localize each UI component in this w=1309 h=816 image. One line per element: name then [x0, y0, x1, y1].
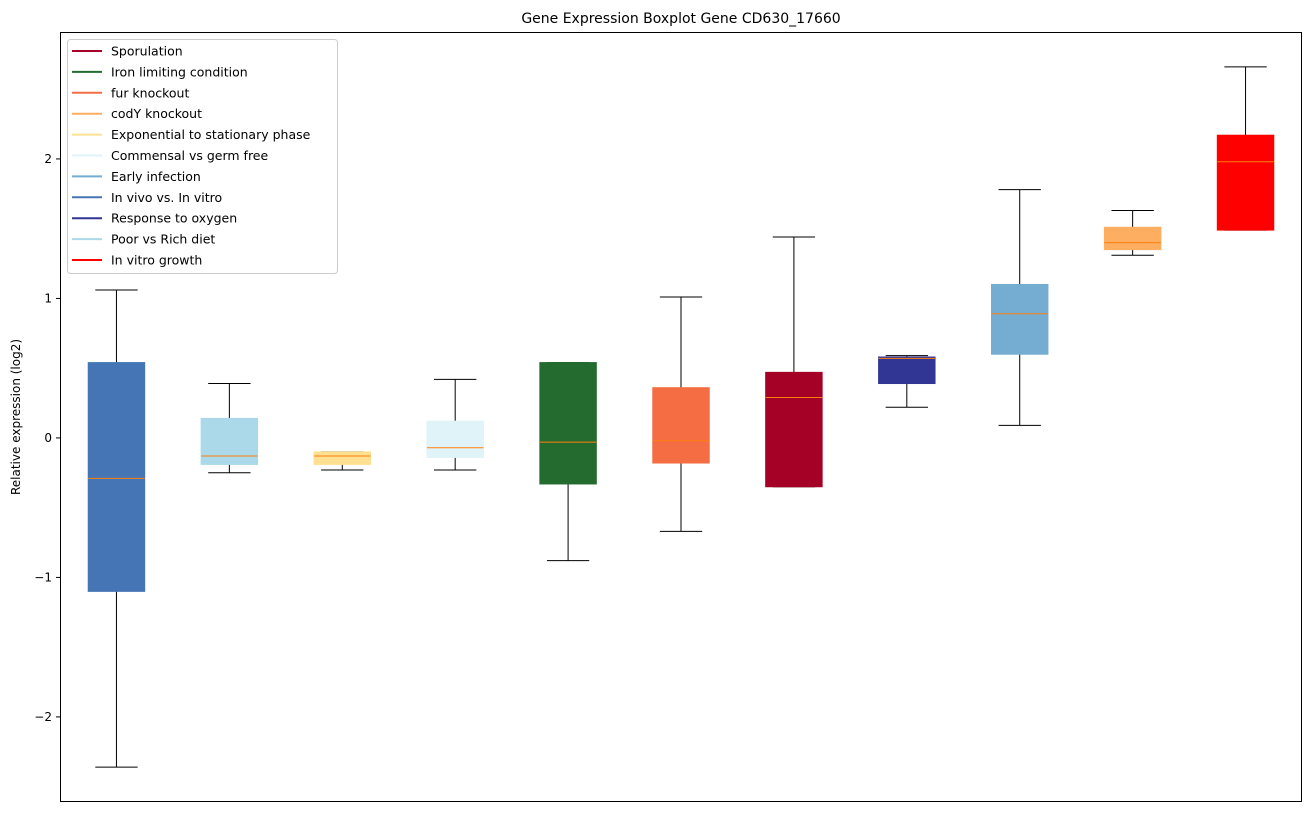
y-tick-label: 0 — [44, 431, 52, 445]
box-group — [313, 451, 371, 471]
box-group — [1103, 210, 1162, 256]
legend-label: In vitro growth — [111, 253, 202, 268]
box — [87, 362, 146, 592]
legend: Sporulation Iron limiting condition fur kn… — [67, 39, 338, 274]
boxes — [87, 66, 1275, 768]
legend-label: fur knockout — [111, 85, 189, 100]
y-tick-label: 2 — [44, 152, 52, 166]
box — [200, 417, 259, 465]
y-tick-label: −1 — [34, 570, 52, 584]
legend-label: In vivo vs. In vitro — [111, 190, 222, 205]
box-group — [539, 362, 597, 562]
box — [652, 387, 710, 464]
y-tick-label: −2 — [34, 710, 52, 724]
box-group — [765, 236, 823, 488]
legend-label: Commensal vs germ free — [111, 148, 268, 163]
box-group — [87, 289, 146, 768]
y-axis: −2 −1 0 1 2 — [34, 152, 60, 724]
box — [991, 283, 1049, 355]
box-group — [200, 383, 259, 474]
legend-label: Exponential to stationary phase — [111, 127, 311, 142]
legend-label: Early infection — [111, 169, 201, 184]
box — [878, 356, 936, 385]
box — [426, 420, 484, 458]
box-group — [652, 296, 710, 532]
y-tick-label: 1 — [44, 291, 52, 305]
box — [1216, 134, 1275, 231]
box — [539, 362, 597, 485]
box — [1103, 226, 1162, 251]
legend-label: Sporulation — [111, 44, 183, 59]
box-group — [991, 189, 1049, 426]
chart-title: Gene Expression Boxplot Gene CD630_17660 — [521, 11, 840, 27]
box-group — [426, 378, 484, 471]
box — [313, 451, 371, 465]
box-group — [1216, 66, 1275, 231]
box — [765, 371, 823, 488]
box-group — [878, 355, 936, 408]
legend-label: codY knockout — [111, 106, 202, 121]
y-axis-label: Relative expression (log2) — [9, 339, 23, 495]
legend-frame — [67, 39, 338, 274]
legend-label: Poor vs Rich diet — [111, 232, 215, 247]
legend-label: Iron limiting condition — [111, 64, 248, 79]
plot-frame — [60, 32, 1302, 802]
legend-label: Response to oxygen — [111, 211, 237, 226]
